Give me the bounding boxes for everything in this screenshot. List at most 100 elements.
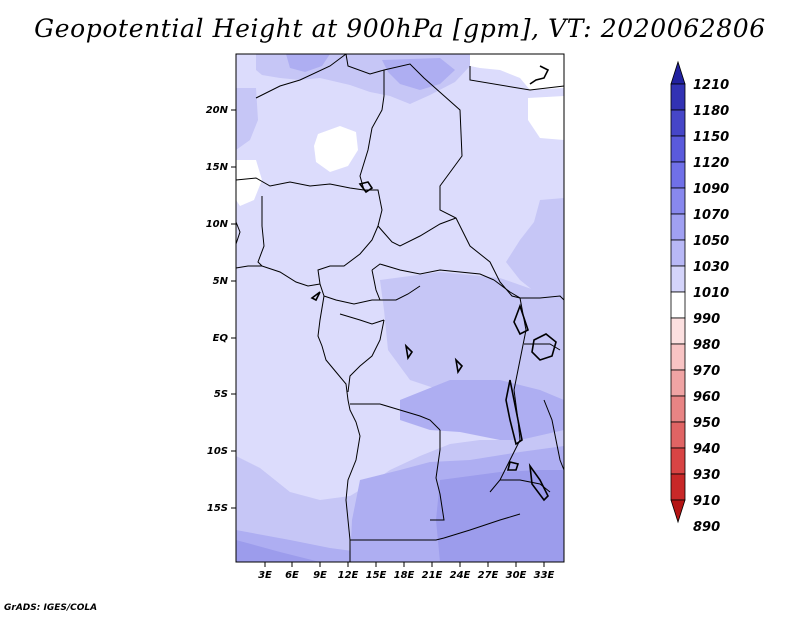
colorbar-label: 980 [693,338,720,353]
lon-tick-label: 21E [422,570,443,581]
colorbar-swatch [670,161,686,189]
map-frame [235,53,565,563]
colorbar-label: 940 [693,442,720,457]
colorbar-label: 950 [693,416,720,431]
lon-tick: 33E [534,562,555,581]
colorbar-swatch [670,447,686,475]
border-tanzania-south [543,399,565,471]
field-central-dark [400,380,564,450]
colorbar-label: 1090 [693,182,729,197]
lat-axis: 20N 15N 10N 5N EQ 5S 10S 15S [206,105,236,514]
coast-red-sea [529,65,550,85]
colorbar-swatch [670,213,686,241]
lake-chad [358,181,374,194]
border-cameroon-gabon [323,295,380,305]
lon-tick-label: 33E [534,570,555,581]
colorbar-swatch [670,395,686,423]
colorbar-upper-arrow [670,60,686,85]
colorbar-swatch [670,369,686,397]
border-car-south [371,263,495,281]
lon-tick-label: 12E [338,570,359,581]
lake-victoria [531,333,557,361]
colorbar-swatch [670,473,686,501]
lon-tick-label: 3E [258,570,272,581]
lat-tick: 10N [206,219,236,230]
lon-tick: 9E [313,562,327,581]
map-panel [235,53,565,563]
lake-mweru [506,461,520,471]
field-east-band [506,198,564,300]
colorbar-swatch [670,421,686,449]
lake-albert [513,303,529,336]
colorbar-label: 990 [693,312,720,327]
border-benin [257,196,265,267]
lon-tick: 15E [366,562,387,581]
lake-malawi [528,463,549,502]
lat-tick-label: 5N [213,276,229,287]
colorbar: 1210 1180 1150 1120 1090 1070 1050 1030 1010 990 9… [670,60,729,535]
colorbar-label: 1010 [693,286,729,301]
field-low-patch-e [528,96,564,140]
border-niger-north [255,53,347,99]
lon-tick: 27E [478,562,499,581]
colorbar-swatch [670,109,686,137]
lake-mai-ndombe [404,343,414,361]
colorbar-label: 1030 [693,260,729,275]
border-car-north [377,217,457,247]
colorbar-label: 910 [693,494,720,509]
colorbar-swatch [670,239,686,267]
grads-credit: GrADS: IGES/COLA [4,603,98,613]
border-drc-east [489,279,527,493]
colorbar-lower-arrow [670,499,686,524]
colorbar-label: 1050 [693,234,729,249]
lon-tick: 24E [450,562,471,581]
border-libya-egypt [469,66,565,91]
coastline [235,221,361,562]
border-congo-drc [347,319,385,393]
colorbar-swatch [670,135,686,163]
colorbar-label: 1070 [693,208,729,223]
lon-tick: 21E [422,562,443,581]
lon-tick-label: 6E [285,570,299,581]
field-north-dark [286,54,330,72]
lat-tick-label: 5S [214,389,228,400]
lat-tick-label: 10S [207,446,228,457]
lakes [310,65,557,502]
lat-tick: 20N [206,105,236,116]
border-angola-zambia [430,430,445,521]
colorbar-label: 960 [693,390,720,405]
colorbar-swatch [670,187,686,215]
coast-west-edge [235,221,241,245]
border-chad-sudan [345,53,521,299]
field-low-patch-ne [470,54,564,90]
colorbar-label: 1150 [693,130,729,145]
colorbar-label: 1210 [693,78,729,93]
border-cameroon-congo [371,269,421,301]
lon-axis: 3E 6E 9E 12E 15E 18E 21E 24E 27E 30E 33E [258,562,555,581]
field-central-band [380,272,564,410]
lat-tick-label: EQ [213,333,229,344]
colorbar-swatch [670,291,686,319]
border-niger-chad [359,70,385,227]
lon-tick-label: 30E [506,570,527,581]
lat-tick-label: 20N [206,105,229,116]
island-bioko [310,291,321,302]
lat-tick: 5S [214,389,236,400]
colorbar-swatch [670,317,686,345]
field-west-band [236,88,258,150]
lon-tick-label: 9E [313,570,327,581]
border-angola-namibia [350,537,445,541]
lat-tick-label: 15S [207,503,228,514]
coast-west-africa [317,295,361,562]
lat-tick-label: 15N [206,162,229,173]
lon-tick: 12E [338,562,359,581]
lon-tick: 18E [394,562,415,581]
border-zambia-south [443,513,521,539]
lat-tick-label: 10N [206,219,229,230]
border-drc-angola [350,403,441,431]
border-zambia-malawi [500,479,551,493]
lat-tick: 5N [213,276,236,287]
political-borders [235,53,565,541]
colorbar-label: 1180 [693,104,729,119]
